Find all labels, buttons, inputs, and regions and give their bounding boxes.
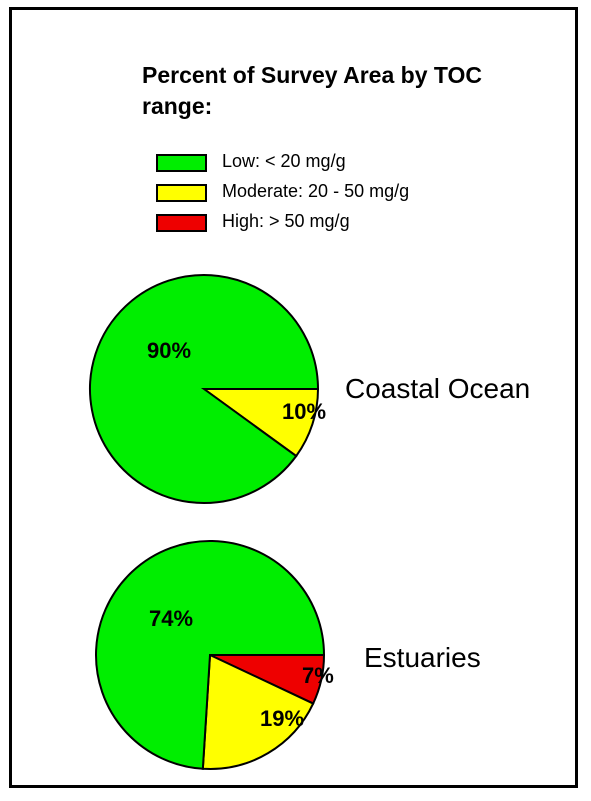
pie-title-estuaries: Estuaries xyxy=(364,642,481,673)
legend-label-low: Low: < 20 mg/g xyxy=(222,151,346,171)
legend-swatch-low xyxy=(156,154,207,172)
legend-label-moderate: Moderate: 20 - 50 mg/g xyxy=(222,181,410,201)
legend-label-high: High: > 50 mg/g xyxy=(222,211,350,231)
pie-slice-estuaries-74-percent xyxy=(95,540,326,770)
pie-slice-coastal-ocean-90-percent xyxy=(89,274,320,504)
chart-title: Percent of Survey Area by TOC range: xyxy=(142,62,483,119)
pie-title-coastal-ocean: Coastal Ocean xyxy=(345,373,530,404)
pie-slice-coastal-ocean-10-percent xyxy=(200,388,320,458)
pie-label-coastal-ocean-10-percent: 10% xyxy=(282,399,326,424)
legend-swatch-high xyxy=(156,214,207,232)
pie-slice-estuaries-19-percent xyxy=(201,653,315,770)
legend-swatch-moderate xyxy=(156,184,207,202)
pie-label-coastal-ocean-90-percent: 90% xyxy=(147,338,191,363)
pie-label-estuaries-74-percent: 74% xyxy=(149,606,193,631)
pie-label-estuaries-7-percent: 7% xyxy=(302,663,334,688)
pie-label-estuaries-19-percent: 19% xyxy=(260,706,304,731)
